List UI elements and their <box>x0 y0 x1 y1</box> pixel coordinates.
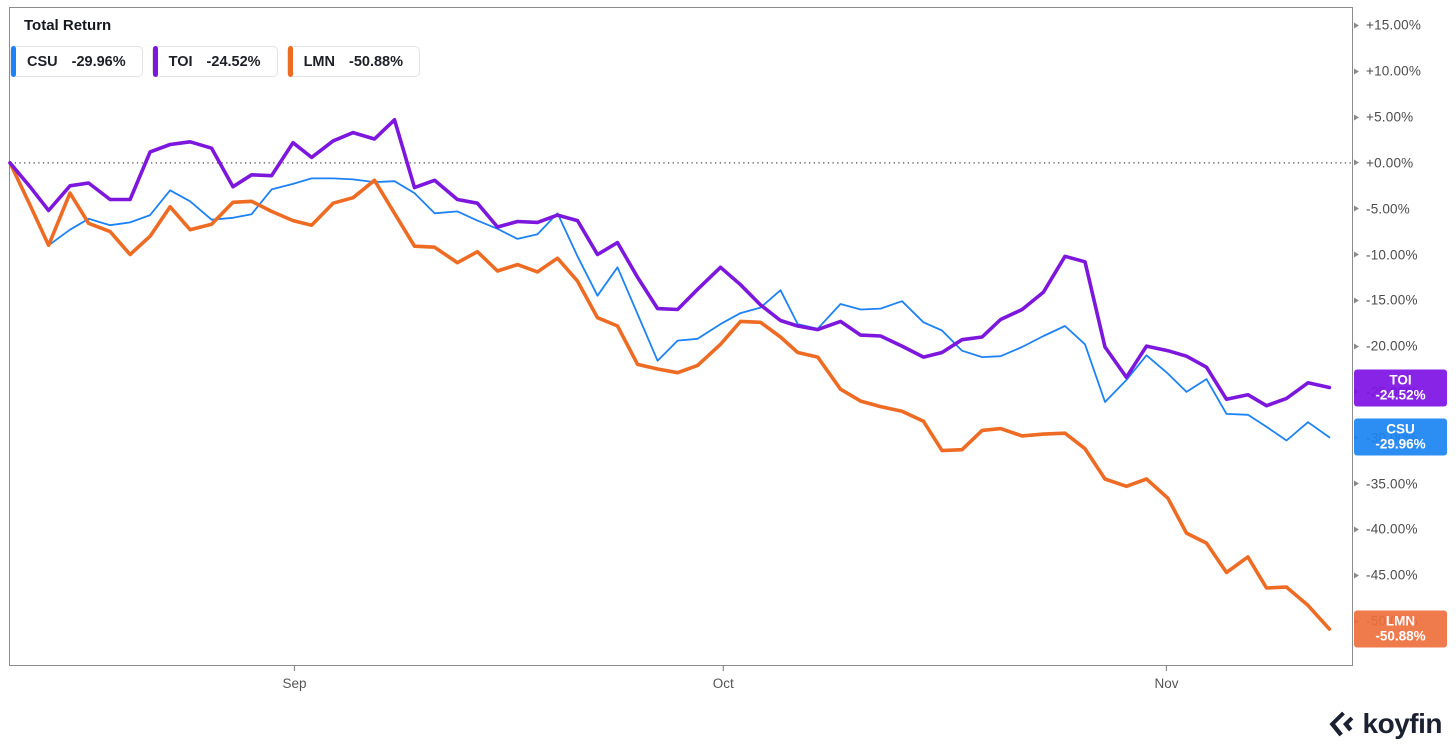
y-axis-tick: +0.00% <box>1354 155 1413 170</box>
legend-color-bar-toi <box>152 46 158 77</box>
y-axis-label: -35.00% <box>1366 476 1418 492</box>
chart-title: Total Return <box>24 17 112 34</box>
badge-value: -29.96% <box>1375 436 1426 452</box>
badge-ticker: TOI <box>1389 372 1412 387</box>
y-axis-tick: +5.00% <box>1354 110 1413 125</box>
y-tick-arrow-icon <box>1354 572 1359 579</box>
x-axis-label-oct: Oct <box>712 676 734 691</box>
legend-ticker: CSU <box>27 53 58 70</box>
y-axis-tick: +10.00% <box>1354 64 1421 79</box>
series-line-csu <box>9 161 1331 442</box>
y-axis-label: +0.00% <box>1366 155 1414 171</box>
y-tick-arrow-icon <box>1354 480 1359 487</box>
legend-item-toi[interactable]: TOI -24.52% <box>151 46 278 77</box>
badge-ticker: LMN <box>1385 613 1416 629</box>
legend-item-csu[interactable]: CSU -29.96% <box>10 46 143 77</box>
y-axis-label: +15.00% <box>1366 17 1422 33</box>
y-axis-label: +10.00% <box>1366 63 1422 79</box>
x-axis-label-sep: Sep <box>282 676 307 691</box>
y-tick-arrow-icon <box>1354 297 1359 304</box>
y-axis-tick: -15.00% <box>1354 293 1418 308</box>
legend-value: -29.96% <box>71 53 126 70</box>
x-axis-label-nov: Nov <box>1154 676 1179 691</box>
koyfin-logo: koyfin <box>1326 708 1443 740</box>
price-badge-csu: CSU -29.96% <box>1354 418 1447 456</box>
y-axis-label: -45.00% <box>1366 567 1418 583</box>
y-axis-label: -40.00% <box>1366 521 1418 537</box>
y-tick-arrow-icon <box>1354 68 1359 75</box>
badge-value: -24.52% <box>1375 387 1426 402</box>
y-axis-tick: -10.00% <box>1354 247 1418 262</box>
y-tick-arrow-icon <box>1354 205 1359 212</box>
y-axis-tick: -5.00% <box>1354 201 1410 216</box>
y-axis-label: -15.00% <box>1366 292 1418 308</box>
koyfin-logo-text: koyfin <box>1362 708 1443 739</box>
y-axis-label: -20.00% <box>1366 338 1418 354</box>
legend: CSU -29.96% TOI -24.52% LMN -50.88% <box>10 46 420 77</box>
y-axis-tick: -35.00% <box>1354 476 1418 491</box>
y-axis-label: +5.00% <box>1366 109 1414 125</box>
chart-frame <box>9 7 1353 666</box>
legend-value: -50.88% <box>348 53 403 70</box>
series-line-toi <box>8 118 1332 408</box>
y-tick-arrow-icon <box>1354 251 1359 258</box>
y-tick-arrow-icon <box>1354 22 1359 29</box>
legend-color-bar-csu <box>11 46 16 77</box>
badge-ticker: CSU <box>1386 421 1415 437</box>
y-axis-tick: -20.00% <box>1354 339 1418 354</box>
series-line-lmn <box>8 161 1332 631</box>
price-badge-toi: TOI -24.52% <box>1354 369 1447 406</box>
legend-color-bar-lmn <box>287 46 293 77</box>
y-tick-arrow-icon <box>1354 114 1359 120</box>
y-axis-label: -5.00% <box>1366 201 1410 217</box>
y-axis-tick: -45.00% <box>1354 568 1418 583</box>
legend-value: -24.52% <box>206 53 261 70</box>
legend-item-lmn[interactable]: LMN -50.88% <box>286 46 420 77</box>
y-axis-tick: +15.00% <box>1354 18 1421 33</box>
y-tick-arrow-icon <box>1354 343 1359 350</box>
koyfin-logo-icon <box>1329 711 1353 737</box>
y-tick-arrow-icon <box>1354 526 1359 533</box>
badge-value: -50.88% <box>1375 628 1426 644</box>
y-axis-tick: -40.00% <box>1354 522 1418 537</box>
legend-ticker: LMN <box>303 53 335 70</box>
y-tick-arrow-icon <box>1354 159 1359 166</box>
legend-ticker: TOI <box>168 53 193 70</box>
price-badge-lmn: LMN -50.88% <box>1354 610 1447 648</box>
y-axis-label: -10.00% <box>1366 247 1418 262</box>
